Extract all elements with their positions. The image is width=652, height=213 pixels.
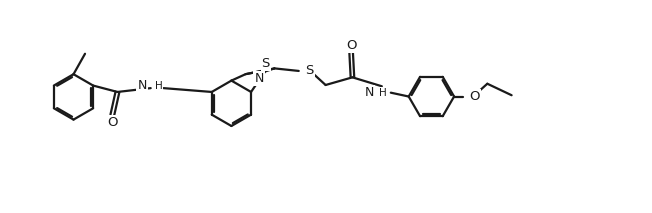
Text: N: N <box>254 72 264 85</box>
Text: S: S <box>261 57 270 70</box>
Text: O: O <box>469 90 480 103</box>
Text: H: H <box>155 81 162 91</box>
Text: O: O <box>346 39 357 52</box>
Text: S: S <box>305 64 314 77</box>
Text: N: N <box>138 79 147 92</box>
Text: H: H <box>379 88 387 98</box>
Text: N: N <box>365 86 374 99</box>
Text: O: O <box>107 116 117 129</box>
